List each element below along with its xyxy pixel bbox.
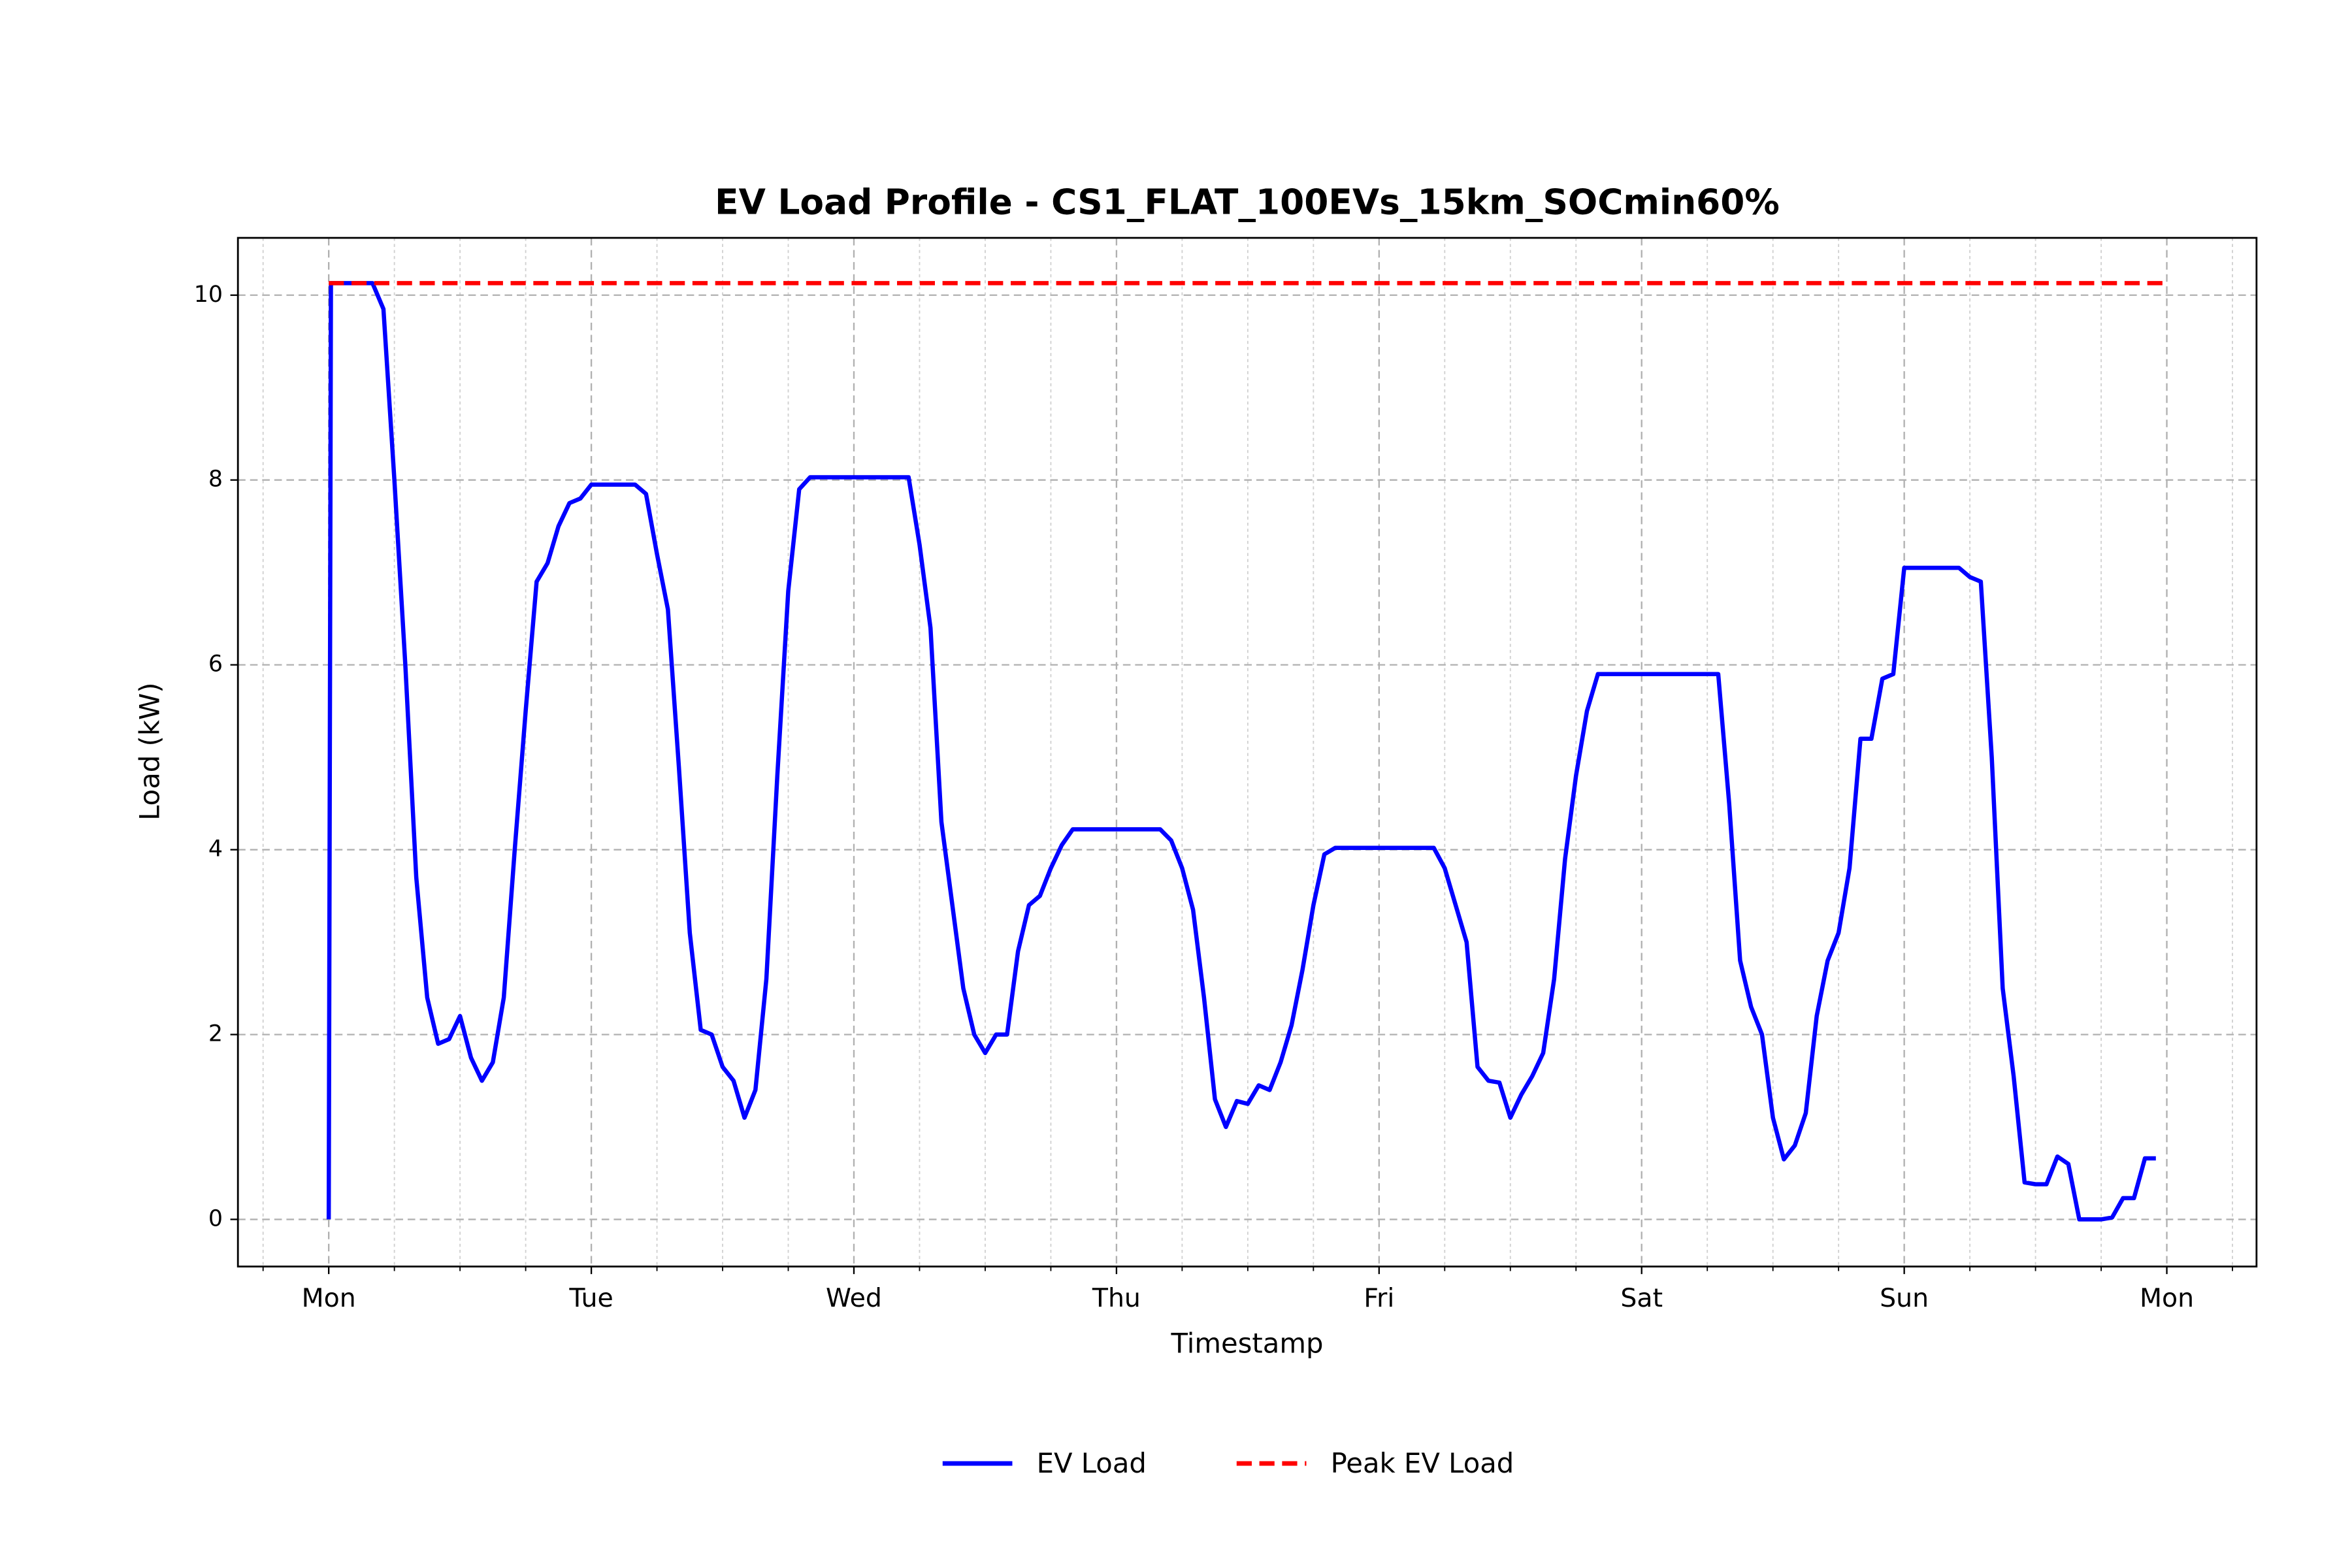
legend-label: EV Load — [1037, 1447, 1147, 1479]
y-tick-label: 10 — [194, 282, 223, 308]
y-tick-label: 2 — [208, 1021, 223, 1047]
plot-frame — [237, 237, 2258, 1267]
x-tick-label: Mon — [302, 1283, 356, 1313]
y-tick-label: 0 — [208, 1205, 223, 1232]
y-axis-label: Load (kW) — [133, 682, 165, 820]
y-tick-label: 6 — [208, 651, 223, 678]
x-tick-label: Fri — [1364, 1283, 1394, 1313]
x-tick-label: Mon — [2140, 1283, 2194, 1313]
x-tick-label: Tue — [568, 1283, 613, 1313]
chart-title: EV Load Profile - CS1_FLAT_100EVs_15km_S… — [715, 182, 1780, 223]
x-tick-label: Sat — [1620, 1283, 1663, 1313]
legend-label: Peak EV Load — [1331, 1447, 1514, 1479]
x-tick-label: Thu — [1092, 1283, 1141, 1313]
x-tick-label: Sun — [1880, 1283, 1929, 1313]
y-tick-label: 8 — [208, 466, 223, 493]
x-axis-label: Timestamp — [1171, 1328, 1324, 1360]
series-line — [326, 281, 2156, 1222]
y-tick-label: 4 — [208, 836, 223, 862]
x-tick-label: Wed — [826, 1283, 882, 1313]
